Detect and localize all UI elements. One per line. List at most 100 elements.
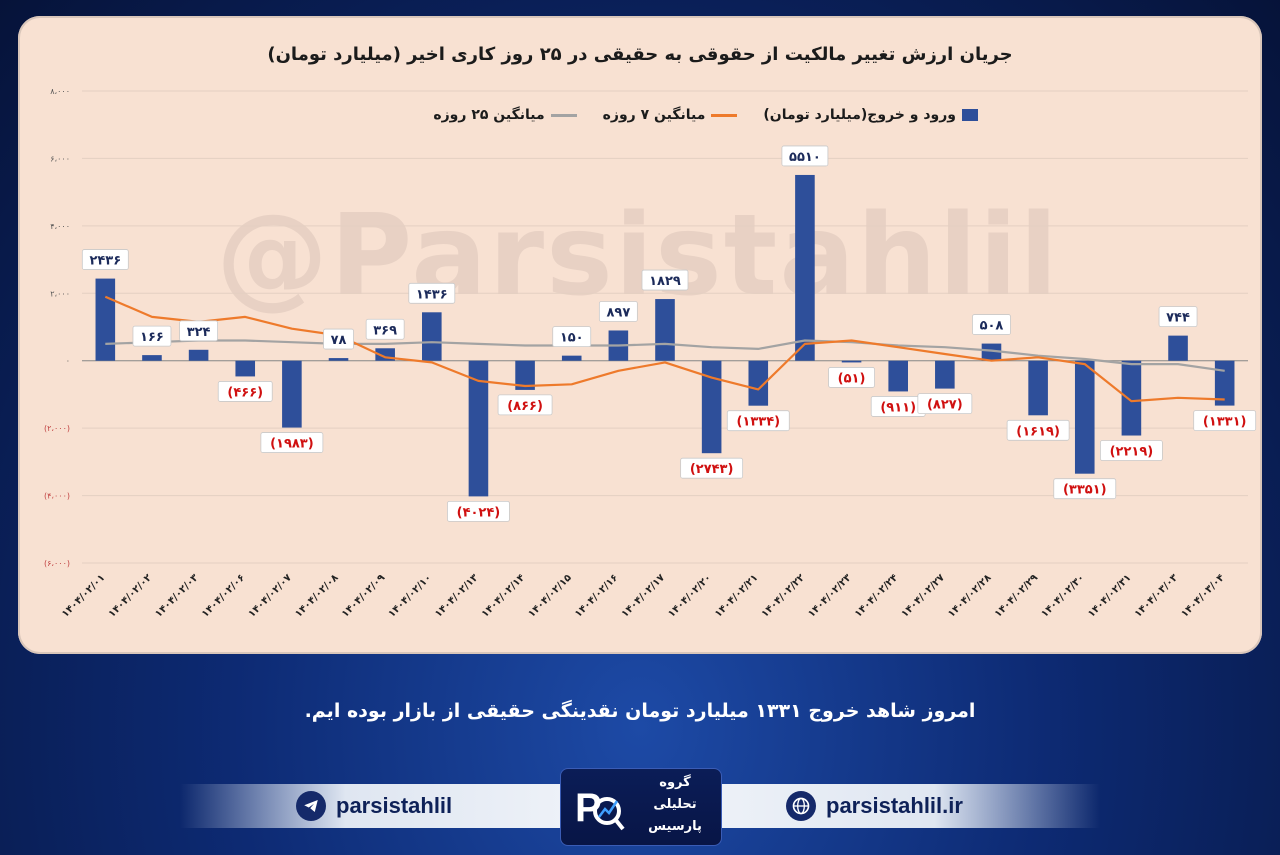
x-tick-label: ۱۴۰۴/۰۳/۰۴ bbox=[1179, 572, 1226, 619]
x-tick-label: ۱۴۰۴/۰۲/۱۳ bbox=[433, 572, 480, 619]
legend-label-flow: ورود و خروج(میلیارد تومان) bbox=[763, 107, 956, 123]
x-tick-label: ۱۴۰۴/۰۲/۰۳ bbox=[153, 572, 200, 619]
data-label-box bbox=[179, 320, 219, 342]
bar bbox=[282, 360, 302, 428]
telegram-contact[interactable]: parsistahlil bbox=[296, 788, 452, 824]
legend-item-ma7: میانگین ۷ روزه bbox=[603, 107, 738, 123]
svg-text:P: P bbox=[575, 786, 602, 830]
x-tick-label: ۱۴۰۴/۰۲/۰۸ bbox=[293, 572, 340, 619]
chart-legend: ورود و خروج(میلیارد تومان) میانگین ۷ روز… bbox=[378, 104, 978, 126]
x-tick-label: ۱۴۰۴/۰۲/۱۷ bbox=[620, 572, 667, 619]
globe-icon bbox=[786, 791, 816, 821]
website-url: parsistahlil.ir bbox=[826, 793, 963, 818]
data-label: ۷۴۴ bbox=[1166, 311, 1190, 326]
data-label-box bbox=[1006, 419, 1070, 441]
data-label-box bbox=[726, 410, 790, 432]
data-label: (۱۶۱۹) bbox=[1016, 424, 1060, 439]
bar bbox=[1214, 360, 1235, 406]
legend-swatch-bar bbox=[962, 109, 978, 121]
data-label-box bbox=[408, 282, 456, 304]
bar bbox=[888, 360, 908, 392]
x-tick-label: ۱۴۰۴/۰۲/۲۰ bbox=[666, 572, 713, 619]
x-tick-label: ۱۴۰۴/۰۲/۳۱ bbox=[1086, 572, 1133, 619]
data-label-box bbox=[447, 500, 510, 522]
logo-line-1: گروه bbox=[659, 775, 691, 790]
y-tick-label: ۶،۰۰۰ bbox=[50, 154, 70, 163]
data-label-box bbox=[828, 367, 875, 388]
bar bbox=[1028, 360, 1048, 416]
bar bbox=[142, 355, 162, 361]
bar bbox=[468, 360, 489, 497]
legend-item-ma25: میانگین ۲۵ روزه bbox=[433, 107, 577, 123]
footer-caption: امروز شاهد خروج ۱۳۳۱ میلیارد تومان نقدین… bbox=[304, 700, 976, 722]
y-tick-label: (۶،۰۰۰) bbox=[44, 559, 70, 568]
chart-plot: ۸،۰۰۰ ۶،۰۰۰ ۴،۰۰۰ ۲،۰۰۰ ۰ (۲،۰۰۰) (۴،۰۰۰) (۶،۰۰… bbox=[44, 87, 1257, 620]
watermark-text: @Parsistahlil bbox=[216, 191, 1060, 321]
bar bbox=[981, 343, 1002, 361]
data-label: ۸۹۷ bbox=[606, 305, 630, 320]
x-tick-label: ۱۴۰۴/۰۲/۰۶ bbox=[200, 572, 247, 619]
x-tick-label: ۱۴۰۴/۰۲/۱۰ bbox=[386, 572, 433, 619]
chart-panel: جریان ارزش تغییر مالکیت از حقوقی به حقیق… bbox=[18, 16, 1262, 654]
data-label: (۱۳۳۴) bbox=[736, 415, 780, 430]
y-tick-label: ۲،۰۰۰ bbox=[50, 289, 70, 298]
website-contact[interactable]: parsistahlil.ir bbox=[786, 788, 963, 824]
legend-label-ma7: میانگین ۷ روزه bbox=[602, 107, 706, 123]
x-tick-label: ۱۴۰۴/۰۲/۲۷ bbox=[899, 572, 946, 619]
bar bbox=[328, 358, 349, 361]
data-label-box bbox=[132, 325, 172, 347]
data-label: (۳۳۵۱) bbox=[1063, 483, 1107, 498]
telegram-icon bbox=[296, 791, 326, 821]
legend-swatch-ma25 bbox=[550, 113, 577, 117]
bar bbox=[1168, 335, 1188, 361]
data-label: (۸۲۷) bbox=[927, 398, 963, 413]
bar bbox=[1121, 360, 1142, 436]
legend-swatch-ma7 bbox=[711, 113, 738, 117]
bar bbox=[561, 355, 582, 361]
bar bbox=[748, 360, 769, 406]
data-label: ۱۵۰ bbox=[560, 331, 584, 346]
bar bbox=[655, 299, 675, 361]
logo-line-2: تحلیلی bbox=[653, 797, 697, 812]
legend-item-flow: ورود و خروج(میلیارد تومان) bbox=[763, 107, 978, 123]
bar bbox=[701, 360, 722, 454]
data-label-box bbox=[1158, 306, 1198, 328]
bar bbox=[935, 360, 955, 389]
data-label-box bbox=[917, 393, 973, 414]
x-tick-label: ۱۴۰۴/۰۲/۰۹ bbox=[340, 572, 387, 619]
y-tick-label: ۰ bbox=[66, 357, 70, 366]
x-tick-label: ۱۴۰۴/۰۲/۲۴ bbox=[853, 572, 900, 619]
y-tick-label: ۸،۰۰۰ bbox=[50, 87, 70, 96]
bar bbox=[188, 349, 209, 361]
data-label: (۹۱۱) bbox=[880, 400, 916, 415]
x-tick-label: ۱۴۰۴/۰۲/۳۰ bbox=[1039, 572, 1086, 619]
data-label: ۵۵۱۰ bbox=[789, 150, 821, 165]
data-label: ۳۲۴ bbox=[187, 325, 211, 340]
x-tick-label: ۱۴۰۴/۰۲/۱۴ bbox=[480, 572, 527, 619]
bar bbox=[795, 174, 815, 361]
logo-mark-icon: P bbox=[575, 786, 625, 831]
logo-line-3: پارسیس bbox=[648, 819, 702, 834]
data-label: ۱۴۳۶ bbox=[416, 287, 448, 302]
data-label-box bbox=[1053, 478, 1117, 500]
data-label: (۱۳۳۱) bbox=[1203, 415, 1247, 430]
data-label: ۳۶۹ bbox=[373, 323, 397, 338]
data-label-box bbox=[365, 318, 405, 340]
x-tick-label: ۱۴۰۴/۰۲/۲۸ bbox=[946, 572, 993, 619]
y-tick-label: (۲،۰۰۰) bbox=[44, 424, 70, 433]
data-label: (۴۰۲۴) bbox=[457, 505, 501, 520]
data-label: (۵۱) bbox=[838, 371, 866, 386]
legend-label-ma25: میانگین ۲۵ روزه bbox=[433, 107, 545, 123]
data-label-box bbox=[552, 326, 592, 348]
x-tick-label: ۱۴۰۴/۰۲/۰۱ bbox=[60, 572, 107, 619]
data-label-box bbox=[260, 432, 324, 453]
data-label: (۸۶۶) bbox=[507, 399, 543, 414]
x-tick-label: ۱۴۰۴/۰۳/۰۳ bbox=[1133, 572, 1180, 619]
data-label: ۱۶۶ bbox=[140, 330, 164, 345]
bar bbox=[235, 360, 256, 377]
data-label: (۱۹۸۳) bbox=[270, 437, 314, 452]
data-label: (۴۶۶) bbox=[227, 385, 263, 400]
x-tick-label: ۱۴۰۴/۰۲/۱۵ bbox=[526, 572, 573, 619]
ma7-line bbox=[104, 295, 1225, 403]
data-label-box bbox=[1100, 440, 1163, 461]
